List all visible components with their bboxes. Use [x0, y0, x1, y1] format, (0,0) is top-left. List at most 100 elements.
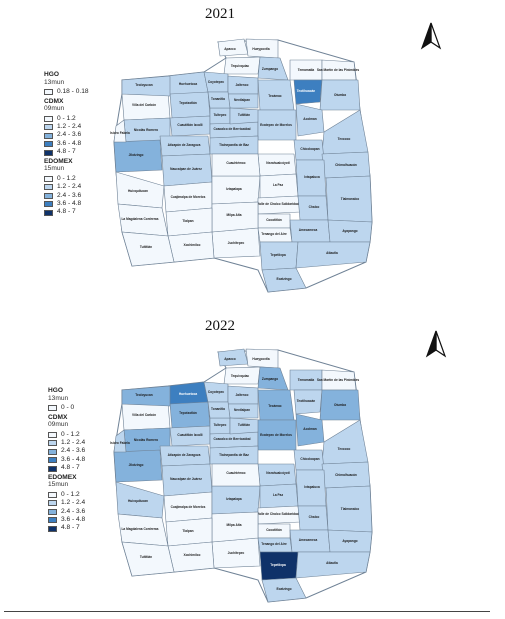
municipality-region: Tultitlán [121, 231, 175, 267]
municipality-region: Tequixquiac [223, 56, 261, 75]
municipality-region: Tonanitla [207, 401, 231, 419]
legend-item: 4.8 - 7 [44, 148, 89, 156]
municipality-region: Otumba [319, 389, 361, 421]
municipality-region: Isidro Fabela [110, 429, 130, 453]
municipality-shape [295, 241, 371, 269]
municipality-label: Milpa Alta [227, 523, 242, 527]
municipality-shape [293, 79, 323, 105]
municipality-label: Tlalpan [182, 529, 193, 533]
municipality-shape [113, 429, 127, 453]
legend-item: 1.2 - 2.4 [44, 123, 89, 131]
municipality-region: Tonanitla [207, 91, 231, 109]
legend-swatch [48, 448, 57, 455]
legend-item-label: 4.8 - 7 [57, 148, 76, 156]
municipality-label: Nicolás Romero [134, 438, 158, 442]
municipality-label: Nezahualcóyotl [266, 471, 289, 475]
municipality-label: Temamatla [298, 378, 315, 382]
legend-item: 0 - 1.2 [48, 431, 85, 439]
municipality-shape [113, 449, 163, 483]
municipality-label: Juchitepec [228, 551, 245, 555]
municipality-label: Tepetlixpa [270, 563, 286, 567]
municipality-region: Teoloyucan [121, 75, 171, 97]
municipality-region: Jilotzingo [113, 139, 163, 173]
municipality-label: Tultepec [214, 423, 227, 427]
municipality-label: Tenango del Aire [261, 232, 287, 236]
municipality-shape [211, 153, 261, 177]
legend-item-label: 4.8 - 7 [61, 524, 80, 532]
municipality-label: Cuauhtémoc [226, 471, 246, 475]
municipality-label: Coyotepec [208, 80, 225, 84]
legend-group-subtitle: 13mun [48, 394, 69, 402]
legend-item: 3.6 - 4.8 [44, 140, 89, 148]
municipality-region: Nezahualcóyotl [257, 463, 297, 487]
municipality-label: Huixquilucan [128, 499, 148, 503]
municipality-label: Tlalmanalco [341, 507, 359, 511]
municipality-region: Tultepec [209, 417, 231, 435]
legend-swatch [44, 201, 53, 208]
legend-item-label: 1.2 - 2.4 [61, 439, 86, 447]
municipality-label: Amecameca [299, 538, 318, 542]
municipality-label: Xochimilco [183, 553, 200, 557]
municipality-region: Isidro Fabela [110, 119, 130, 143]
municipality-region: Chicoloapan [293, 449, 325, 471]
municipality-label: Tlalmanalco [341, 197, 359, 201]
municipality-label: Coacalco de Berriozábal [213, 127, 250, 131]
municipality-label: La Paz [273, 183, 284, 187]
municipality-label: Ayapango [342, 539, 357, 543]
municipality-region: Juchitepec [211, 537, 261, 569]
municipality-label: Tlalnepantla de Baz [219, 143, 249, 147]
legend-item: 0.18 - 0.18 [44, 88, 89, 96]
legend-item-label: 0 - 1.2 [57, 174, 76, 182]
municipality-label: Ecatepec de Morelos [260, 123, 292, 127]
municipality-label: Tonanitla [211, 407, 225, 411]
municipality-region: Xochimilco [167, 541, 215, 573]
legend-item: 0 - 1.2 [48, 491, 85, 499]
municipality-region: Ecatzingo [261, 267, 307, 293]
municipality-region: Ecatepec de Morelos [257, 419, 297, 451]
municipality-label: Zumpango [262, 67, 278, 71]
municipality-shape [261, 267, 307, 293]
municipality-region: Tepotzotlán [169, 401, 211, 429]
municipality-label: Tlalnepantla de Baz [219, 453, 249, 457]
municipality-label: Valle de Chalco Solidaridad [257, 512, 299, 516]
legend-item: 1.2 - 2.4 [48, 439, 85, 447]
legend-item-label: 2.4 - 3.6 [57, 131, 82, 139]
legend-group-title: EDOMEX [44, 157, 73, 165]
legend-item-label: 2.4 - 3.6 [61, 507, 86, 515]
municipality-label: Tlalpan [182, 219, 193, 223]
municipality-label: Tepetlixpa [270, 253, 286, 257]
municipality-label: Atlautla [326, 561, 338, 565]
municipality-label: Tultitlán [140, 555, 152, 559]
municipality-label: Tecámac [268, 94, 282, 98]
municipality-region: Valle de Chalco Solidaridad [257, 505, 301, 525]
legend-item-label: 2.4 - 3.6 [61, 447, 86, 455]
municipality-label: Jaltenco [236, 83, 249, 87]
municipality-region: Cuauhtémoc [211, 153, 261, 177]
legend-item: 0 - 1.2 [44, 115, 89, 123]
north-arrow-icon [420, 22, 442, 50]
municipality-region: Tlalmanalco [325, 485, 373, 533]
municipality-label: Chicoloapan [300, 457, 319, 461]
municipality-label: Zumpango [262, 377, 278, 381]
legend-item-label: 3.6 - 4.8 [61, 515, 86, 523]
municipality-shape [207, 91, 231, 109]
municipality-shape [113, 119, 127, 143]
legend-item-label: 0 - 1.2 [57, 114, 76, 122]
municipality-label: Atizapán de Zaragoza [168, 143, 201, 147]
municipality-shape [167, 541, 215, 573]
legend-swatch [44, 184, 53, 191]
municipality-label: Tepotzotlán [179, 411, 197, 415]
legend-swatch [44, 141, 53, 148]
page-divider [4, 611, 490, 612]
municipality-label: Cuajimalpa de Morelos [171, 195, 206, 199]
municipality-label: San Martín de las Pirámides [317, 68, 360, 72]
municipality-region: Milpa Alta [211, 511, 259, 543]
legend-item-label: 2.4 - 3.6 [57, 191, 82, 199]
legend-group-subtitle: 15mun [44, 165, 65, 173]
municipality-label: Texcoco [338, 447, 351, 451]
legend-swatch [44, 176, 53, 183]
municipality-label: Huehuetoca [179, 392, 197, 396]
municipality-label: Amecameca [299, 228, 318, 232]
